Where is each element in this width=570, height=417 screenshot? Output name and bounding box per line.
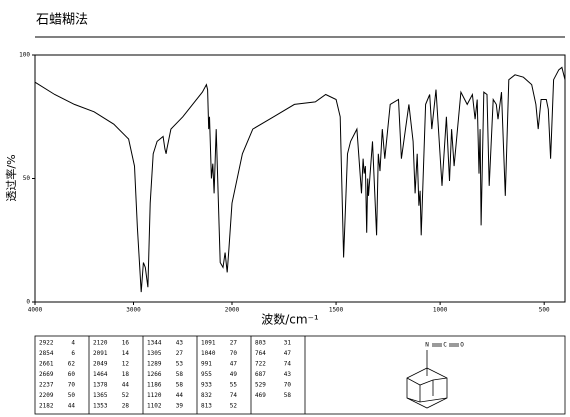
peak-wavenumber: 991	[201, 361, 212, 368]
peak-transmittance: 60	[68, 371, 76, 378]
peak-transmittance: 43	[176, 340, 184, 347]
peak-transmittance: 44	[176, 392, 184, 399]
peak-wavenumber: 1344	[147, 340, 162, 347]
peak-wavenumber: 2049	[93, 361, 108, 368]
y-tick-label: 0	[26, 299, 30, 306]
peak-wavenumber: 2091	[93, 350, 108, 357]
peak-transmittance: 12	[122, 361, 130, 368]
peak-wavenumber: 2661	[39, 361, 54, 368]
peak-transmittance: 47	[230, 361, 238, 368]
peak-wavenumber: 2182	[39, 403, 54, 410]
x-tick-label: 4000	[28, 307, 43, 314]
peak-transmittance: 52	[230, 403, 238, 410]
peak-transmittance: 70	[68, 382, 76, 389]
peak-wavenumber: 955	[201, 371, 212, 378]
peak-transmittance: 27	[176, 350, 184, 357]
peak-wavenumber: 1091	[201, 340, 216, 347]
peak-transmittance: 28	[122, 403, 130, 410]
peak-wavenumber: 1266	[147, 371, 162, 378]
atom-label: C	[443, 342, 447, 349]
peak-wavenumber: 722	[255, 361, 266, 368]
peak-transmittance: 27	[230, 340, 238, 347]
peak-wavenumber: 764	[255, 350, 266, 357]
page-title: 石蜡糊法	[36, 12, 88, 28]
peak-transmittance: 58	[284, 392, 292, 399]
peak-wavenumber: 1365	[93, 392, 108, 399]
peak-wavenumber: 1120	[147, 392, 162, 399]
peak-transmittance: 44	[122, 382, 130, 389]
peak-wavenumber: 1102	[147, 403, 162, 410]
peak-wavenumber: 529	[255, 382, 266, 389]
peak-transmittance: 44	[68, 403, 76, 410]
peak-transmittance: 47	[284, 350, 292, 357]
peak-wavenumber: 933	[201, 382, 212, 389]
peak-transmittance: 53	[176, 361, 184, 368]
peak-transmittance: 4	[71, 340, 75, 347]
plot-frame	[34, 54, 566, 303]
peak-wavenumber: 2854	[39, 350, 54, 357]
peak-transmittance: 39	[176, 403, 184, 410]
peak-transmittance: 58	[176, 371, 184, 378]
y-axis-label: 透过率/%	[4, 154, 18, 201]
peak-transmittance: 6	[71, 350, 75, 357]
peak-transmittance: 74	[284, 361, 292, 368]
peak-wavenumber: 1305	[147, 350, 162, 357]
x-tick-label: 3000	[126, 307, 141, 314]
y-tick-label: 100	[19, 52, 30, 59]
x-tick-label: 1000	[433, 307, 448, 314]
peak-transmittance: 31	[284, 340, 292, 347]
peak-wavenumber: 1353	[93, 403, 108, 410]
peak-transmittance: 58	[176, 382, 184, 389]
x-tick-label: 1500	[329, 307, 344, 314]
peak-transmittance: 14	[122, 350, 130, 357]
peak-wavenumber: 1378	[93, 382, 108, 389]
peak-transmittance: 62	[68, 361, 76, 368]
peak-transmittance: 70	[230, 350, 238, 357]
peak-wavenumber: 832	[201, 392, 212, 399]
peak-wavenumber: 1464	[93, 371, 108, 378]
peak-table-frame	[34, 335, 566, 415]
peak-transmittance: 50	[68, 392, 76, 399]
peak-transmittance: 52	[122, 392, 130, 399]
peak-transmittance: 55	[230, 382, 238, 389]
peak-transmittance: 18	[122, 371, 130, 378]
x-axis-label: 波数/cm⁻¹	[261, 312, 319, 327]
peak-wavenumber: 1040	[201, 350, 216, 357]
y-tick-label: 50	[23, 175, 31, 182]
atom-label: O	[460, 342, 464, 349]
peak-wavenumber: 1186	[147, 382, 162, 389]
peak-wavenumber: 813	[201, 403, 212, 410]
peak-wavenumber: 803	[255, 340, 266, 347]
spectrum-line	[34, 66, 566, 293]
peak-transmittance: 49	[230, 371, 238, 378]
peak-wavenumber: 2922	[39, 340, 54, 347]
x-tick-label: 2000	[225, 307, 240, 314]
peak-wavenumber: 1289	[147, 361, 162, 368]
peak-wavenumber: 687	[255, 371, 266, 378]
peak-transmittance: 74	[230, 392, 238, 399]
peak-wavenumber: 469	[255, 392, 266, 399]
atom-label: N	[425, 342, 429, 349]
peak-transmittance: 16	[122, 340, 130, 347]
peak-transmittance: 70	[284, 382, 292, 389]
peak-wavenumber: 2120	[93, 340, 108, 347]
peak-transmittance: 43	[284, 371, 292, 378]
structure	[406, 343, 459, 409]
x-tick-label: 500	[539, 307, 550, 314]
peak-wavenumber: 2209	[39, 392, 54, 399]
peak-wavenumber: 2237	[39, 382, 54, 389]
peak-wavenumber: 2669	[39, 371, 54, 378]
